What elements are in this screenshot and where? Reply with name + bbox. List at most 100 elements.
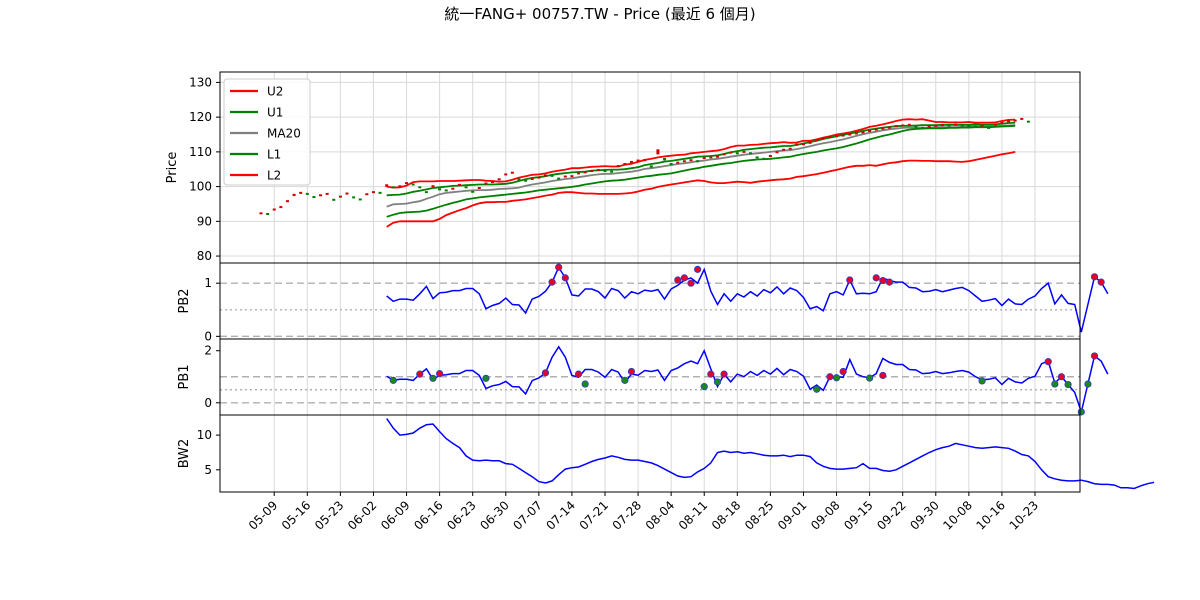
marker-red <box>541 369 550 377</box>
candle <box>808 141 812 144</box>
marker-red <box>555 263 563 271</box>
marker-green <box>700 383 708 391</box>
candle <box>1000 121 1004 124</box>
x-tick-label: 08-11 <box>676 498 711 533</box>
candle <box>735 152 739 155</box>
candle <box>259 212 263 215</box>
x-tick-label: 09-30 <box>907 498 942 533</box>
panel-frame <box>219 414 1081 493</box>
panel-frame <box>219 262 1081 340</box>
candle <box>405 182 409 185</box>
x-tick-label: 05-16 <box>279 498 314 533</box>
marker-red <box>561 274 569 282</box>
x-tick-label: 10-16 <box>973 498 1008 533</box>
marker-green <box>813 385 821 393</box>
candle <box>431 185 435 188</box>
marker-green <box>978 377 986 385</box>
x-tick-label: 06-30 <box>477 498 512 533</box>
candle <box>702 157 706 160</box>
candle <box>345 192 349 195</box>
y-axis-label: PB1 <box>177 364 192 389</box>
x-tick-label: 09-22 <box>874 498 909 533</box>
candle <box>266 213 270 216</box>
candle <box>292 193 296 197</box>
chart-title: 統一FANG+ 00757.TW - Price (最近 6 個月) <box>444 5 756 23</box>
candle <box>352 196 356 199</box>
candle <box>424 191 428 194</box>
candle <box>391 186 395 189</box>
x-tick-label: 07-07 <box>510 498 545 533</box>
y-tick-label: 90 <box>197 214 212 228</box>
candle <box>775 151 779 154</box>
series-line-pb2 <box>386 265 1109 333</box>
candle <box>682 160 686 163</box>
candle <box>603 169 607 172</box>
candle <box>497 178 501 181</box>
x-tick-label: 06-23 <box>444 498 479 533</box>
x-tick-label: 09-15 <box>841 498 876 533</box>
y-tick-label: 100 <box>189 180 212 194</box>
marker-red <box>1090 352 1099 360</box>
candle <box>563 175 567 178</box>
marker-red <box>627 367 636 376</box>
candle <box>709 156 713 159</box>
candle <box>444 189 448 192</box>
candle <box>623 163 627 166</box>
x-tick-label: 06-09 <box>378 498 413 533</box>
y-tick-label: 0 <box>204 329 212 343</box>
candle <box>285 200 289 203</box>
marker-red <box>879 371 887 380</box>
marker-red <box>680 274 688 282</box>
candle <box>610 170 614 173</box>
candle <box>940 124 944 127</box>
candle <box>590 169 594 172</box>
candle <box>451 187 455 190</box>
candle <box>550 174 554 177</box>
candle <box>815 139 819 142</box>
candle <box>934 124 938 127</box>
y-tick-label: 5 <box>204 463 212 477</box>
candle <box>484 182 488 185</box>
candle <box>312 196 316 199</box>
marker-green <box>1051 380 1059 388</box>
x-tick-label: 08-04 <box>643 498 678 533</box>
candle <box>782 148 786 151</box>
series-line-u1 <box>386 121 1016 197</box>
candle <box>788 147 792 150</box>
x-tick-label: 08-25 <box>742 498 777 533</box>
candle <box>729 151 733 154</box>
marker-red <box>687 279 695 287</box>
marker-red <box>872 274 880 282</box>
x-tick-label: 07-21 <box>577 498 612 533</box>
legend-label: MA20 <box>267 127 301 141</box>
y-tick-label: 110 <box>189 145 212 159</box>
candle <box>332 198 336 201</box>
y-axis-label: BW2 <box>177 439 192 469</box>
y-axis-label: Price <box>165 152 180 184</box>
candle <box>874 128 878 131</box>
marker-red <box>707 370 715 378</box>
candle <box>471 190 475 193</box>
y-axis-label: PB2 <box>177 288 192 313</box>
marker-green <box>1077 408 1085 416</box>
candle <box>491 181 495 184</box>
x-tick-label: 10-08 <box>940 498 975 533</box>
candle <box>960 124 964 127</box>
candle <box>821 137 825 140</box>
x-tick-label: 06-16 <box>411 498 446 533</box>
y-tick-label: 0 <box>204 396 212 410</box>
candle <box>749 152 753 155</box>
candle <box>438 188 442 191</box>
candle <box>967 125 971 128</box>
candle <box>537 176 541 179</box>
marker-red <box>879 276 887 285</box>
candle <box>841 134 845 137</box>
candle <box>742 150 746 153</box>
candle <box>616 165 620 168</box>
candle <box>1007 120 1011 123</box>
marker-red <box>885 278 894 286</box>
marker-green <box>866 374 874 382</box>
y-tick-label: 130 <box>189 75 212 89</box>
y-tick-label: 2 <box>204 344 212 358</box>
candle <box>907 123 911 126</box>
